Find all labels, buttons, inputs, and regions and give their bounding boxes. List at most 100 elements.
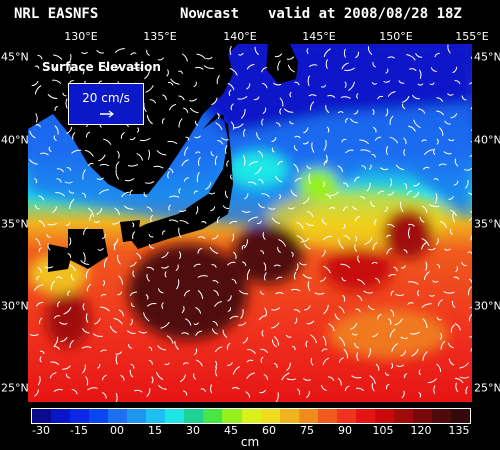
current-vector [304, 243, 311, 250]
current-vector [230, 174, 233, 180]
current-vector [229, 68, 238, 76]
current-vector [448, 138, 455, 142]
current-vector [436, 263, 440, 269]
current-vector [67, 290, 70, 296]
current-vector [181, 159, 189, 167]
current-vector [47, 94, 58, 99]
current-vector [387, 223, 395, 228]
current-vector [436, 97, 443, 102]
current-vector [375, 277, 380, 284]
current-vector [54, 336, 59, 347]
current-vector [469, 82, 472, 85]
current-vector [54, 315, 61, 319]
lat-label-35-left: 35°N [1, 217, 29, 231]
current-vector [296, 222, 304, 229]
current-vector [377, 95, 384, 100]
current-vector [465, 386, 469, 395]
colorbar-tick-labels: -30 -15 00 15 30 45 60 75 90 105 120 135 [31, 424, 469, 438]
current-vector [196, 53, 206, 60]
current-vector [467, 251, 472, 255]
current-vector [419, 216, 425, 223]
current-vector [54, 106, 58, 111]
current-vector [231, 387, 240, 390]
current-vector [387, 56, 395, 59]
current-vector [147, 149, 151, 160]
lon-label-150: 150°E [379, 30, 413, 43]
current-vector [47, 243, 51, 251]
current-vector [322, 181, 325, 187]
current-vector [69, 80, 74, 84]
current-vector [29, 159, 38, 165]
colorbar-tick: 60 [262, 424, 276, 437]
current-vector [447, 44, 451, 54]
current-vector [114, 207, 120, 216]
current-vector [390, 309, 395, 317]
lon-label-145: 145°E [302, 30, 336, 43]
current-vector [320, 277, 326, 282]
lat-label-45-left: 45°N [1, 50, 29, 64]
current-vector [167, 81, 174, 86]
current-vector [293, 145, 298, 151]
current-vector [439, 333, 443, 340]
current-vector [342, 294, 346, 302]
current-vector [68, 65, 71, 74]
legend-reference-box: 20 cm/s [68, 83, 144, 125]
current-vector [89, 213, 94, 221]
colorbar-tick: 45 [224, 424, 238, 437]
current-vector [120, 132, 125, 139]
current-vector [145, 181, 155, 184]
reference-arrow-icon [100, 110, 114, 118]
current-vector [343, 348, 349, 359]
current-vector [196, 172, 200, 183]
current-vector [109, 325, 117, 333]
current-vector [261, 118, 264, 126]
current-vector [300, 237, 310, 243]
current-vector [401, 265, 406, 269]
current-vector [98, 154, 106, 162]
current-vector [248, 216, 259, 222]
current-vector [344, 385, 350, 392]
current-vector [461, 95, 467, 101]
current-vector [323, 159, 328, 166]
current-vector [94, 318, 101, 325]
current-vector [450, 324, 455, 333]
legend-field-name: Surface Elevation [42, 60, 161, 74]
current-vector [132, 231, 136, 240]
valid-time: valid at 2008/08/28 18Z [268, 6, 462, 22]
current-vector [403, 149, 406, 156]
current-vector [146, 388, 151, 397]
current-vector [146, 273, 150, 282]
current-vector [436, 363, 442, 373]
current-vector [97, 248, 104, 251]
current-vector [85, 376, 89, 386]
current-vector [433, 385, 436, 394]
current-vector [271, 339, 277, 348]
colorbar-segment [203, 409, 223, 423]
current-vector [291, 251, 294, 257]
current-vector [262, 232, 266, 240]
current-vector [396, 364, 404, 367]
current-vector [299, 262, 307, 266]
current-vector [179, 209, 187, 213]
current-vector [181, 332, 189, 335]
current-vector [290, 288, 301, 292]
current-vector [374, 219, 377, 226]
current-vector [148, 234, 154, 238]
current-vector [260, 356, 264, 364]
current-vector [351, 375, 362, 379]
current-vector [262, 107, 267, 114]
current-vector [354, 236, 358, 242]
current-vector [260, 250, 264, 255]
current-vector [468, 192, 472, 196]
current-vector [403, 137, 407, 145]
legend-reference-label: 20 cm/s [82, 91, 130, 105]
current-vector [71, 388, 78, 395]
current-vector [356, 295, 363, 302]
current-vector [197, 290, 203, 299]
current-vector [354, 216, 361, 222]
current-vector [387, 191, 394, 196]
current-vector [447, 93, 454, 96]
colorbar-segment [108, 409, 128, 423]
current-vector [254, 166, 262, 175]
current-vector [422, 318, 428, 329]
